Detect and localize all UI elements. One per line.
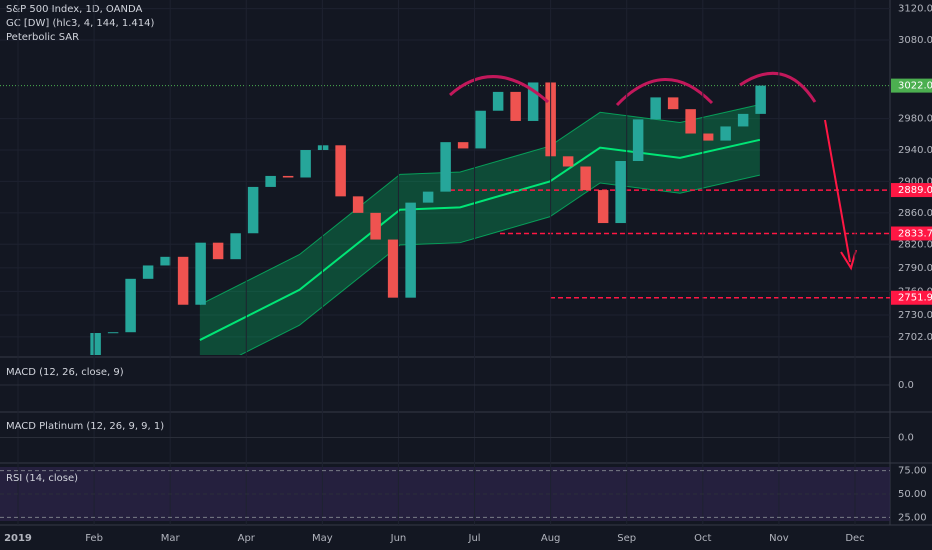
x-tick-label: Nov (769, 533, 789, 544)
candle (90, 333, 101, 355)
panel-title: RSI (14, close) (6, 473, 78, 484)
y-tick-label: 2860.0 (898, 208, 932, 219)
candle (177, 256, 189, 305)
arrow-head (840, 249, 857, 271)
level-label: 2833.7 (898, 228, 932, 239)
y-tick-label: 2790.0 (898, 263, 932, 274)
candle (667, 97, 679, 110)
x-tick-label: Apr (238, 533, 256, 544)
candle (580, 166, 591, 191)
y-tick-label: 2900.0 (898, 176, 932, 187)
candle (632, 119, 644, 162)
x-tick-label: Sep (617, 533, 636, 544)
candle (475, 110, 486, 149)
candle (492, 91, 504, 111)
level-label: 2889.0 (898, 185, 932, 196)
y-tick-label: 2820.0 (898, 239, 932, 250)
x-tick-label: Mar (161, 533, 181, 544)
panel-tick-label: 0.0 (898, 380, 914, 391)
candle (195, 242, 206, 305)
candle (562, 156, 574, 167)
panel-tick-label: 0.0 (898, 433, 914, 444)
x-tick-label: Dec (845, 533, 864, 544)
candle (107, 332, 119, 334)
x-tick-label: May (312, 533, 333, 544)
candle (685, 109, 696, 134)
candle (352, 196, 364, 213)
level-tag (891, 78, 932, 93)
level-label: 3022.0 (898, 81, 932, 92)
candle (160, 256, 171, 266)
y-tick-label: 2702.0 (898, 332, 932, 343)
candle (615, 161, 626, 224)
candle (265, 175, 276, 187)
head-arc (615, 78, 714, 107)
level-label: 2751.9 (898, 293, 932, 304)
gc-upper (199, 103, 760, 306)
indicator-label: GC [DW] (hlc3, 4, 144, 1.414) (6, 18, 155, 29)
candle (335, 145, 346, 197)
panel-tick-label: 25.00 (898, 512, 927, 523)
head-arc (449, 75, 549, 104)
candle (422, 191, 434, 203)
y-tick-label: 2730.0 (898, 310, 932, 321)
candle (212, 242, 224, 260)
y-tick-label: 2940.0 (898, 145, 932, 156)
candle (457, 142, 469, 149)
level-tag (891, 226, 932, 241)
y-tick-label: 3120.0 (898, 4, 932, 15)
candle (510, 91, 521, 121)
candle (702, 133, 714, 141)
head-arc (739, 71, 817, 103)
plot-area (0, 8, 890, 355)
level-tag (891, 290, 932, 305)
x-tick-label: Oct (694, 533, 711, 544)
gc-lower (239, 174, 760, 355)
panel-tick-label: 75.00 (898, 466, 927, 477)
candle (737, 113, 749, 127)
candle (282, 175, 294, 178)
x-tick-label: Jun (390, 533, 407, 544)
candle (597, 190, 609, 224)
candle (370, 212, 381, 240)
indicator-label: Peterbolic SAR (6, 32, 79, 43)
panel-tick-label: 50.00 (898, 489, 927, 500)
y-tick-label: 3080.0 (898, 35, 932, 46)
panel-title: MACD (12, 26, close, 9) (6, 367, 124, 378)
candle (527, 82, 539, 121)
gc-mid (199, 138, 761, 341)
y-tick-label: 2980.0 (898, 114, 932, 125)
down-arrow (824, 119, 851, 263)
candle (387, 239, 399, 298)
panel-title: MACD Platinum (12, 26, 9, 9, 1) (6, 421, 164, 432)
level-tag (891, 183, 932, 198)
x-tick-label: Aug (541, 533, 561, 544)
candle (650, 97, 661, 120)
candle (440, 142, 451, 192)
candle (247, 186, 259, 234)
candle (755, 85, 766, 114)
candle (720, 126, 731, 141)
candle (230, 233, 241, 260)
chart-title: S&P 500 Index, 1D, OANDA (6, 4, 142, 15)
candle (300, 150, 311, 178)
x-tick-label: Feb (85, 533, 103, 544)
candle (405, 202, 416, 298)
x-tick-label: 2019 (4, 533, 32, 544)
candle (142, 265, 154, 279)
candle (125, 278, 136, 333)
x-tick-label: Jul (468, 533, 481, 544)
candle (317, 145, 329, 151)
